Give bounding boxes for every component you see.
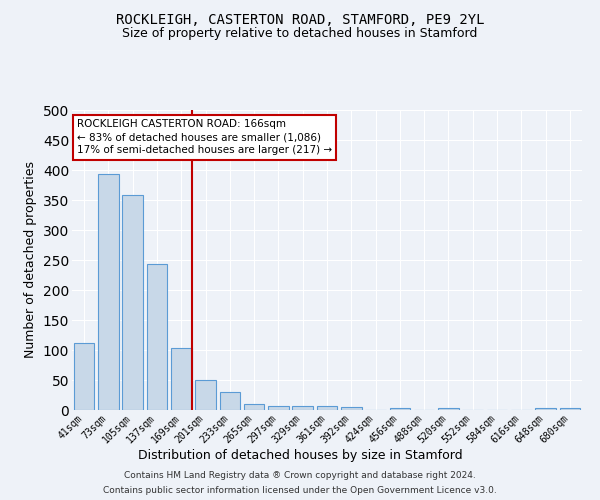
Bar: [268, 406, 289, 410]
Text: ROCKLEIGH, CASTERTON ROAD, STAMFORD, PE9 2YL: ROCKLEIGH, CASTERTON ROAD, STAMFORD, PE9…: [116, 12, 484, 26]
Bar: [122, 195, 143, 410]
Text: Distribution of detached houses by size in Stamford: Distribution of detached houses by size …: [137, 448, 463, 462]
Bar: [341, 407, 362, 410]
Text: Contains HM Land Registry data ® Crown copyright and database right 2024.: Contains HM Land Registry data ® Crown c…: [124, 471, 476, 480]
Text: ROCKLEIGH CASTERTON ROAD: 166sqm
← 83% of detached houses are smaller (1,086)
17: ROCKLEIGH CASTERTON ROAD: 166sqm ← 83% o…: [77, 119, 332, 156]
Bar: [171, 348, 191, 410]
Text: Contains public sector information licensed under the Open Government Licence v3: Contains public sector information licen…: [103, 486, 497, 495]
Bar: [98, 174, 119, 410]
Bar: [535, 408, 556, 410]
Text: Size of property relative to detached houses in Stamford: Size of property relative to detached ho…: [122, 28, 478, 40]
Bar: [389, 408, 410, 410]
Bar: [195, 380, 216, 410]
Bar: [220, 392, 240, 410]
Bar: [292, 406, 313, 410]
Bar: [74, 344, 94, 410]
Bar: [244, 404, 265, 410]
Bar: [317, 406, 337, 410]
Bar: [146, 264, 167, 410]
Bar: [560, 408, 580, 410]
Bar: [438, 408, 459, 410]
Y-axis label: Number of detached properties: Number of detached properties: [24, 162, 37, 358]
